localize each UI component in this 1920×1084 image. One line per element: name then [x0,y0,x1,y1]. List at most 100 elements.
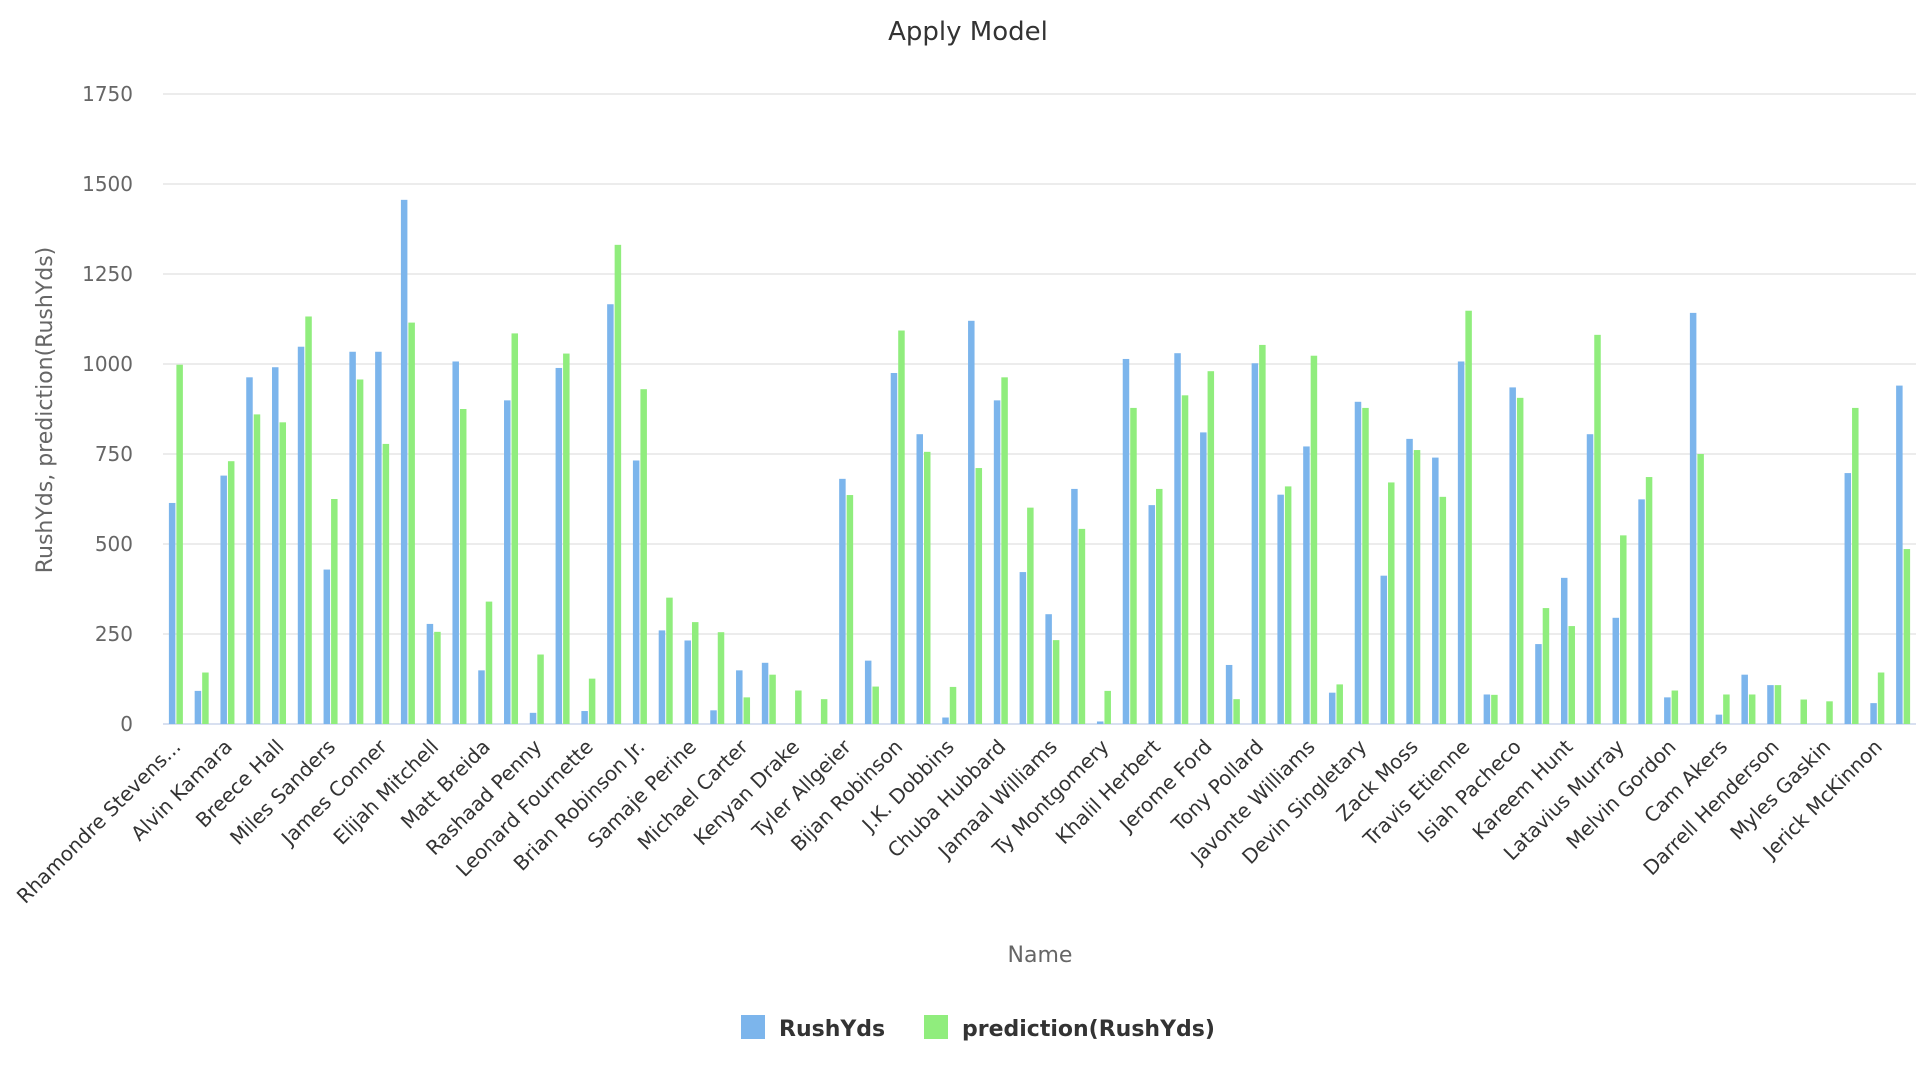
bar-rushyds[interactable] [168,502,176,724]
bar-rushyds[interactable] [1071,488,1078,724]
bar-prediction[interactable] [820,699,828,724]
bar-rushyds[interactable] [1870,703,1877,724]
bar-rushyds[interactable] [1225,664,1233,724]
bar-rushyds[interactable] [375,351,382,724]
bar-rushyds[interactable] [1122,358,1130,724]
bar-rushyds[interactable] [1200,432,1207,724]
bar-prediction[interactable] [1413,450,1421,724]
bar-rushyds[interactable] [1767,685,1774,724]
bar-rushyds[interactable] [1174,353,1181,724]
bar-prediction[interactable] [356,379,364,724]
bar-rushyds[interactable] [1457,361,1465,724]
bar-prediction[interactable] [743,697,751,724]
bar-rushyds[interactable] [1148,505,1156,724]
bar-rushyds[interactable] [632,460,640,724]
bar-rushyds[interactable] [272,367,279,724]
bar-rushyds[interactable] [684,640,691,724]
bar-prediction[interactable] [691,622,699,724]
bar-prediction[interactable] [1362,407,1369,724]
bar-rushyds[interactable] [993,400,1001,724]
bar-rushyds[interactable] [246,377,253,724]
bar-rushyds[interactable] [400,199,408,725]
bar-prediction[interactable] [666,597,673,724]
legend-item-prediction[interactable]: prediction(RushYds) [924,1015,1215,1042]
bar-rushyds[interactable] [349,351,356,724]
bar-prediction[interactable] [614,244,622,724]
bar-prediction[interactable] [1181,395,1189,724]
bar-prediction[interactable] [1027,507,1034,724]
bar-prediction[interactable] [1645,477,1653,724]
bar-prediction[interactable] [511,333,519,724]
bar-rushyds[interactable] [839,478,846,724]
bar-prediction[interactable] [1774,685,1782,724]
bar-rushyds[interactable] [1560,577,1568,724]
bar-rushyds[interactable] [1380,575,1388,724]
bar-rushyds[interactable] [1432,457,1439,724]
bar-prediction[interactable] [434,631,441,724]
bar-prediction[interactable] [872,686,879,724]
bar-prediction[interactable] [253,414,261,724]
bar-rushyds[interactable] [658,630,666,724]
bar-prediction[interactable] [279,422,287,724]
bar-prediction[interactable] [795,690,802,724]
bar-rushyds[interactable] [1535,644,1542,724]
bar-rushyds[interactable] [1251,363,1259,724]
bar-prediction[interactable] [1516,397,1524,724]
bar-rushyds[interactable] [1483,694,1491,724]
bar-prediction[interactable] [331,499,338,724]
bar-prediction[interactable] [1594,334,1601,724]
bar-prediction[interactable] [485,601,493,724]
bar-rushyds[interactable] [1277,494,1284,724]
bar-rushyds[interactable] [1586,434,1594,724]
bar-rushyds[interactable] [452,361,459,724]
bar-rushyds[interactable] [916,434,923,724]
bar-prediction[interactable] [769,674,776,724]
bar-rushyds[interactable] [1096,721,1104,724]
bar-rushyds[interactable] [864,660,872,724]
bar-prediction[interactable] [1697,454,1704,724]
bar-rushyds[interactable] [220,475,227,724]
bar-rushyds[interactable] [890,373,898,724]
bar-rushyds[interactable] [710,710,717,724]
bar-rushyds[interactable] [1406,438,1413,724]
bar-rushyds[interactable] [1612,617,1620,724]
bar-rushyds[interactable] [1019,572,1027,724]
bar-prediction[interactable] [1748,694,1756,724]
bar-prediction[interactable] [1130,407,1137,724]
bar-rushyds[interactable] [1715,714,1723,724]
bar-rushyds[interactable] [323,569,331,724]
bar-rushyds[interactable] [478,670,485,724]
bar-rushyds[interactable] [555,367,563,724]
bar-prediction[interactable] [1465,310,1472,724]
bar-rushyds[interactable] [504,400,511,724]
bar-prediction[interactable] [563,353,570,724]
bar-rushyds[interactable] [426,623,434,724]
bar-rushyds[interactable] [529,712,537,724]
bar-prediction[interactable] [1310,355,1318,724]
bar-prediction[interactable] [1542,608,1550,724]
bar-rushyds[interactable] [1741,674,1748,724]
bar-rushyds[interactable] [1844,473,1852,724]
bar-prediction[interactable] [537,654,544,724]
bar-prediction[interactable] [1491,694,1498,724]
bar-rushyds[interactable] [1638,499,1645,724]
bar-rushyds[interactable] [942,717,949,724]
bar-prediction[interactable] [923,451,931,724]
bar-prediction[interactable] [1826,701,1833,724]
bar-prediction[interactable] [227,461,235,724]
bar-prediction[interactable] [176,364,183,724]
bar-prediction[interactable] [305,316,312,724]
bar-rushyds[interactable] [1354,401,1362,724]
bar-rushyds[interactable] [1328,692,1336,724]
bar-prediction[interactable] [1439,496,1447,724]
bar-rushyds[interactable] [297,346,305,724]
bar-prediction[interactable] [382,443,390,724]
bar-prediction[interactable] [1259,344,1266,724]
bar-prediction[interactable] [1207,371,1215,724]
bar-prediction[interactable] [459,409,467,724]
bar-prediction[interactable] [846,495,854,724]
bar-prediction[interactable] [1903,549,1911,724]
bar-prediction[interactable] [717,632,725,724]
bar-rushyds[interactable] [736,670,743,724]
bar-prediction[interactable] [1284,486,1292,724]
